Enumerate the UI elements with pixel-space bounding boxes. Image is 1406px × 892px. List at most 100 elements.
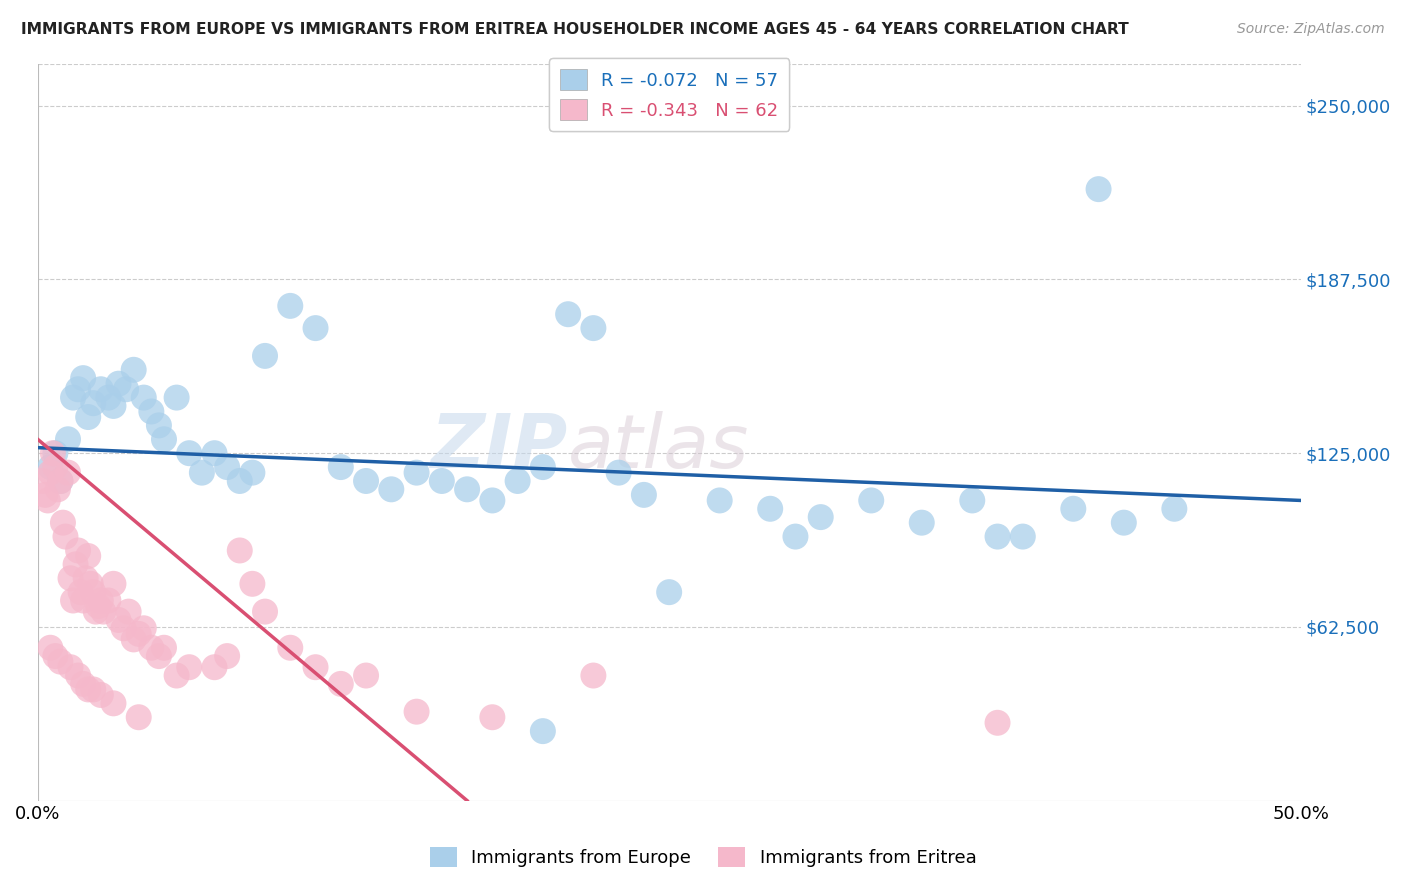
Text: atlas: atlas: [568, 411, 749, 483]
Point: [141, 640, 163, 655]
Point: [34, 488, 56, 502]
Point: [107, 613, 129, 627]
Point: [90, 688, 112, 702]
Point: [42, 446, 65, 460]
Point: [77, 682, 100, 697]
Point: [77, 549, 100, 563]
Point: [39, 466, 62, 480]
Point: [709, 493, 731, 508]
Point: [986, 715, 1008, 730]
Point: [37, 493, 59, 508]
Point: [354, 474, 377, 488]
Point: [107, 376, 129, 391]
Point: [90, 593, 112, 607]
Point: [31, 474, 53, 488]
Point: [607, 466, 630, 480]
Point: [44, 649, 66, 664]
Point: [90, 382, 112, 396]
Point: [582, 321, 605, 335]
Point: [191, 466, 214, 480]
Point: [229, 474, 252, 488]
Point: [204, 660, 226, 674]
Point: [103, 577, 125, 591]
Point: [911, 516, 934, 530]
Point: [55, 530, 77, 544]
Point: [49, 474, 72, 488]
Point: [59, 571, 82, 585]
Point: [69, 585, 91, 599]
Point: [141, 404, 163, 418]
Point: [72, 593, 94, 607]
Point: [253, 605, 276, 619]
Point: [132, 621, 155, 635]
Point: [82, 682, 104, 697]
Point: [456, 483, 478, 497]
Point: [103, 696, 125, 710]
Point: [112, 621, 135, 635]
Point: [166, 668, 188, 682]
Point: [166, 391, 188, 405]
Point: [115, 382, 138, 396]
Point: [44, 446, 66, 460]
Point: [481, 710, 503, 724]
Point: [759, 501, 782, 516]
Point: [87, 599, 110, 613]
Point: [65, 558, 87, 572]
Point: [204, 446, 226, 460]
Point: [1087, 182, 1109, 196]
Point: [97, 391, 120, 405]
Point: [354, 668, 377, 682]
Point: [506, 474, 529, 488]
Point: [217, 460, 239, 475]
Point: [1011, 530, 1033, 544]
Point: [1062, 501, 1084, 516]
Point: [557, 307, 579, 321]
Point: [59, 660, 82, 674]
Point: [405, 466, 427, 480]
Point: [658, 585, 681, 599]
Point: [49, 655, 72, 669]
Point: [52, 516, 75, 530]
Point: [62, 391, 84, 405]
Point: [278, 299, 301, 313]
Point: [1112, 516, 1135, 530]
Point: [56, 466, 79, 480]
Text: IMMIGRANTS FROM EUROPE VS IMMIGRANTS FROM ERITREA HOUSEHOLDER INCOME AGES 45 - 6: IMMIGRANTS FROM EUROPE VS IMMIGRANTS FRO…: [21, 22, 1129, 37]
Point: [582, 668, 605, 682]
Point: [103, 399, 125, 413]
Point: [278, 640, 301, 655]
Point: [97, 593, 120, 607]
Point: [67, 543, 90, 558]
Point: [117, 605, 139, 619]
Point: [531, 460, 554, 475]
Point: [810, 510, 832, 524]
Point: [67, 382, 90, 396]
Point: [77, 410, 100, 425]
Point: [380, 483, 402, 497]
Point: [329, 677, 352, 691]
Point: [217, 649, 239, 664]
Point: [128, 627, 150, 641]
Point: [82, 585, 104, 599]
Point: [84, 605, 107, 619]
Point: [860, 493, 883, 508]
Legend: Immigrants from Europe, Immigrants from Eritrea: Immigrants from Europe, Immigrants from …: [422, 839, 984, 874]
Point: [72, 371, 94, 385]
Point: [148, 418, 170, 433]
Point: [132, 391, 155, 405]
Point: [242, 466, 264, 480]
Point: [481, 493, 503, 508]
Point: [962, 493, 984, 508]
Point: [153, 640, 176, 655]
Text: ZIP: ZIP: [430, 410, 568, 483]
Point: [75, 571, 97, 585]
Point: [39, 460, 62, 475]
Point: [82, 396, 104, 410]
Point: [49, 474, 72, 488]
Point: [229, 543, 252, 558]
Point: [242, 577, 264, 591]
Point: [1163, 501, 1185, 516]
Point: [62, 593, 84, 607]
Point: [986, 530, 1008, 544]
Point: [93, 605, 115, 619]
